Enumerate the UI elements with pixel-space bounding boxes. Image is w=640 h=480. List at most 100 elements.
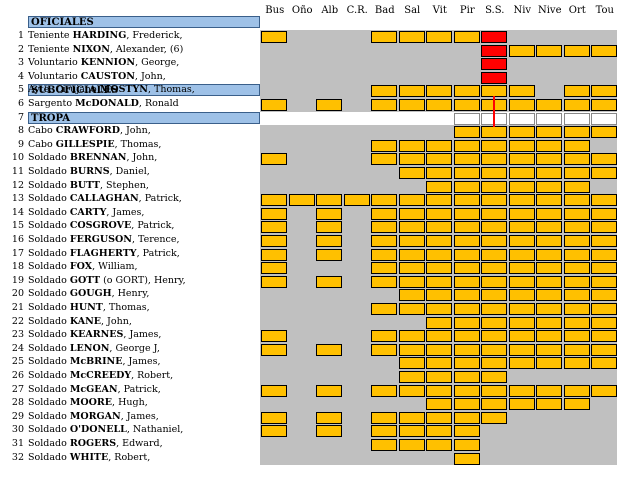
given-name-label: , Thomas, (114, 138, 162, 150)
present-cell (536, 330, 562, 343)
surname-label: CALLAGHAN (69, 193, 139, 205)
column-header: Sal (404, 5, 421, 16)
soldier-name: Soldado MORGAN, James, (28, 410, 258, 423)
soldier-name: Cabo CRAWFORD, John, (28, 124, 258, 137)
given-name-label: , Edward, (116, 438, 163, 449)
present-cell (508, 139, 535, 152)
rank-label: Soldado (28, 166, 67, 177)
given-name-label: , James, (122, 356, 161, 368)
present-cell (508, 167, 535, 179)
present-cell (261, 275, 287, 288)
present-cell (398, 439, 425, 451)
surname-label: KEARNES (69, 329, 124, 341)
soldier-name: Soldado CALLAGHAN, Patrick, (28, 192, 258, 205)
given-name-label: , Alexander, (6) (109, 43, 184, 55)
present-cell (481, 180, 507, 193)
soldier-name: Soldado McGEAN, Patrick, (28, 383, 258, 396)
section-header: OFICIALES (28, 16, 260, 28)
present-cell (426, 221, 452, 234)
rank-label: Soldado (28, 247, 67, 259)
present-cell (371, 194, 397, 207)
given-name-label: , William, (92, 261, 138, 273)
present-cell (371, 330, 397, 343)
given-name-label: , Henry, (111, 288, 150, 300)
present-cell (398, 289, 425, 302)
present-cell (453, 275, 480, 288)
present-cell (371, 31, 397, 43)
present-cell (508, 99, 535, 111)
present-cell (536, 99, 562, 111)
present-cell (426, 275, 452, 288)
given-name-label: , Thomas, (102, 302, 150, 313)
present-cell (563, 330, 590, 343)
present-cell (371, 221, 397, 234)
present-cell (453, 153, 480, 166)
rank-label: Cabo (28, 125, 53, 137)
present-cell (398, 167, 425, 179)
row-background (260, 70, 617, 85)
present-cell (261, 384, 287, 397)
present-cell (563, 194, 590, 207)
row-number: 28 (11, 397, 24, 409)
surname-label: BRENNAN (69, 152, 127, 164)
present-cell (563, 85, 590, 98)
highlight-cell (481, 31, 507, 43)
soldier-name: Soldado HUNT, Thomas, (28, 301, 258, 314)
given-name-label: , George, (135, 57, 180, 69)
present-cell (591, 167, 617, 179)
present-cell (453, 180, 480, 193)
present-cell (508, 398, 535, 411)
rank-label: Soldado (28, 274, 67, 286)
present-cell (536, 235, 562, 247)
present-cell (536, 194, 562, 207)
row-number: 24 (11, 342, 24, 354)
soldier-name: Soldado LENON, George J, (28, 342, 258, 355)
present-cell (398, 262, 425, 275)
present-cell (508, 194, 535, 207)
soldier-name: Soldado BUTT, Stephen, (28, 179, 258, 192)
soldier-name: Voluntario KENNION, George, (28, 56, 258, 69)
present-cell (591, 357, 617, 370)
rank-label: Ayte. Cirujano (28, 84, 97, 96)
present-cell (371, 303, 397, 315)
present-cell (481, 289, 507, 302)
present-cell (426, 85, 452, 98)
present-cell (261, 153, 287, 166)
present-cell (261, 31, 287, 43)
given-name-label: , James, (120, 410, 159, 422)
surname-label: CRAWFORD (55, 125, 120, 137)
present-cell (453, 139, 480, 152)
present-cell (591, 248, 617, 261)
present-cell (343, 194, 370, 207)
present-cell (591, 262, 617, 275)
empty-cell (508, 112, 535, 125)
present-cell (481, 167, 507, 179)
present-cell (481, 207, 507, 220)
rank-label: Soldado (28, 356, 67, 368)
present-cell (481, 194, 507, 207)
present-cell (398, 99, 425, 111)
present-cell (398, 235, 425, 247)
present-cell (426, 262, 452, 275)
present-cell (426, 439, 452, 451)
soldier-name: Soldado GOUGH, Henry, (28, 287, 258, 300)
surname-label: NIXON (72, 43, 110, 55)
present-cell (426, 289, 452, 302)
present-cell (426, 411, 452, 424)
soldier-name: Sargento McDONALD, Ronald (28, 97, 258, 110)
present-cell (591, 316, 617, 329)
present-cell (426, 153, 452, 166)
row-number: 7 (17, 111, 24, 123)
given-name-label: , Frederick, (126, 30, 183, 41)
present-cell (261, 99, 287, 111)
surname-label: WHITE (69, 451, 109, 463)
row-number: 21 (11, 302, 24, 313)
present-cell (371, 411, 397, 424)
present-cell (563, 357, 590, 370)
soldier-name: Soldado FERGUSON, Terence, (28, 233, 258, 246)
soldier-name: Cabo GILLESPIE, Thomas, (28, 138, 258, 151)
given-name-label: , Terence, (131, 234, 180, 245)
present-cell (508, 330, 535, 343)
present-cell (536, 343, 562, 356)
